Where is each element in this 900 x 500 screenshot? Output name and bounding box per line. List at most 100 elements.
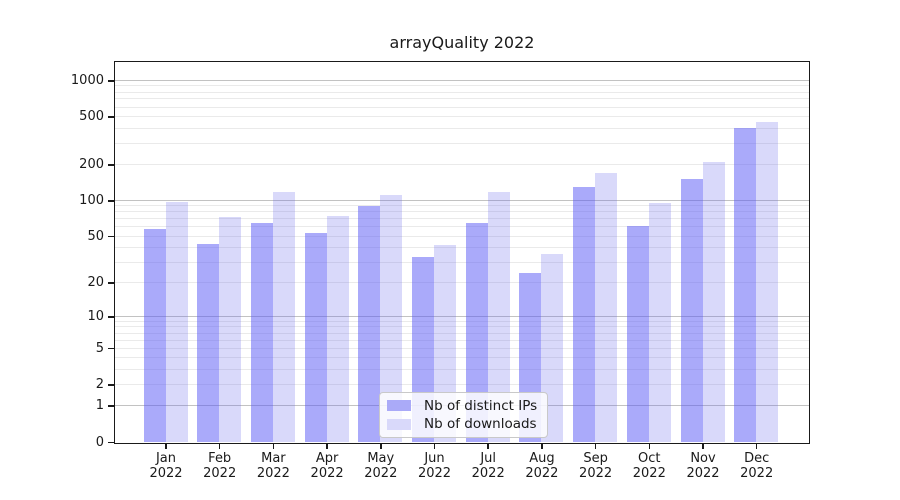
gridline-9 (115, 320, 809, 322)
y-tick-1000 (108, 80, 114, 82)
y-tick-label-20: 20 (87, 275, 104, 291)
gridline-200 (115, 163, 809, 165)
bar-nb-of-downloads-jul-2022 (487, 192, 510, 442)
bar-nb-of-downloads-apr-2022 (326, 215, 349, 442)
legend-label-distinct-ips: Nb of distinct IPs (424, 397, 538, 414)
y-tick-500 (108, 116, 114, 118)
bar-nb-of-downloads-oct-2022 (648, 203, 671, 442)
gridline-1000 (115, 79, 809, 81)
legend: Nb of distinct IPs Nb of downloads (379, 392, 548, 438)
bar-nb-of-downloads-may-2022 (380, 195, 403, 442)
gridline-6 (115, 339, 809, 341)
x-tick-label-oct-2022: Oct 2022 (632, 451, 666, 481)
x-tick-label-dec-2022: Dec 2022 (740, 451, 774, 481)
legend-swatch-downloads (387, 418, 411, 430)
plot-area (114, 61, 810, 444)
gridline-400 (115, 127, 809, 129)
gridline-300 (115, 142, 809, 144)
gridline-800 (115, 91, 809, 93)
bar-nb-of-downloads-dec-2022 (756, 122, 779, 442)
x-tick-dec-2022 (755, 444, 758, 449)
x-tick-label-mar-2022: Mar 2022 (256, 451, 290, 481)
x-tick-apr-2022 (326, 444, 328, 449)
legend-item-distinct-ips: Nb of distinct IPs (387, 397, 539, 414)
gridline-8 (115, 326, 809, 328)
x-tick-label-jan-2022: Jan 2022 (149, 451, 183, 481)
x-tick-label-may-2022: May 2022 (364, 451, 398, 481)
grid-layer (115, 62, 809, 443)
x-tick-label-aug-2022: Aug 2022 (525, 451, 559, 481)
bar-nb-of-downloads-nov-2022 (702, 161, 725, 442)
gridline-600 (115, 106, 809, 108)
gridline-60 (115, 226, 809, 228)
y-tick-10 (108, 316, 114, 318)
y-tick-1 (108, 405, 114, 407)
gridline-30 (115, 261, 809, 263)
x-tick-jan-2022 (165, 444, 167, 449)
x-tick-label-feb-2022: Feb 2022 (203, 451, 237, 481)
gridline-4 (115, 357, 809, 359)
bar-nb-of-distinct-ips-may-2022 (358, 205, 381, 442)
y-tick-label-5: 5 (95, 340, 104, 356)
x-tick-label-apr-2022: Apr 2022 (310, 451, 344, 481)
x-tick-label-jul-2022: Jul 2022 (471, 451, 505, 481)
y-tick-label-0: 0 (95, 434, 104, 450)
gridline-5 (115, 347, 809, 349)
bar-nb-of-distinct-ips-sep-2022 (573, 186, 596, 442)
bar-nb-of-distinct-ips-jan-2022 (143, 229, 166, 442)
legend-swatch-distinct-ips (387, 400, 411, 412)
y-tick-20 (108, 282, 114, 284)
x-tick-oct-2022 (648, 444, 651, 449)
y-tick-5 (108, 347, 114, 350)
gridline-3 (115, 368, 809, 370)
bar-nb-of-downloads-mar-2022 (272, 191, 295, 442)
x-tick-sep-2022 (594, 444, 597, 449)
gridline-7 (115, 332, 809, 334)
gridline-20 (115, 282, 809, 284)
y-tick-label-50: 50 (87, 228, 104, 244)
bar-nb-of-downloads-sep-2022 (595, 172, 618, 442)
y-tick-2 (108, 384, 114, 386)
gridline-50 (115, 235, 809, 237)
bar-nb-of-downloads-jan-2022 (165, 201, 188, 442)
y-tick-0 (108, 441, 114, 444)
gridline-70 (115, 218, 809, 220)
chart-title: arrayQuality 2022 (389, 33, 535, 52)
x-tick-may-2022 (380, 444, 382, 449)
x-tick-label-jun-2022: Jun 2022 (417, 451, 452, 481)
y-tick-label-2: 2 (95, 376, 104, 392)
gridline-100 (115, 199, 809, 201)
gridline-10 (115, 315, 809, 317)
bar-nb-of-distinct-ips-mar-2022 (250, 223, 273, 442)
bar-nb-of-distinct-ips-dec-2022 (734, 128, 757, 442)
gridline-40 (115, 247, 809, 249)
y-tick-100 (108, 200, 114, 202)
x-tick-mar-2022 (272, 444, 275, 449)
legend-label-downloads: Nb of downloads (424, 416, 537, 433)
gridline-2 (115, 383, 809, 385)
x-tick-aug-2022 (541, 444, 543, 449)
y-tick-label-1: 1 (95, 398, 104, 414)
bar-nb-of-downloads-feb-2022 (219, 217, 242, 442)
bar-nb-of-distinct-ips-apr-2022 (304, 233, 327, 442)
x-tick-jul-2022 (487, 444, 489, 449)
gridline-900 (115, 85, 809, 87)
gridline-80 (115, 211, 809, 213)
bar-nb-of-distinct-ips-jul-2022 (465, 223, 488, 442)
bar-nb-of-distinct-ips-oct-2022 (626, 225, 649, 442)
bar-nb-of-distinct-ips-feb-2022 (197, 243, 220, 442)
bars-layer (115, 62, 809, 443)
y-tick-200 (108, 164, 114, 166)
x-tick-label-sep-2022: Sep 2022 (579, 451, 613, 481)
gridline-700 (115, 98, 809, 100)
y-tick-label-500: 500 (79, 109, 104, 125)
x-tick-nov-2022 (702, 444, 704, 449)
y-tick-50 (108, 235, 114, 238)
bar-nb-of-distinct-ips-nov-2022 (680, 179, 703, 442)
y-tick-label-1000: 1000 (70, 72, 104, 88)
x-tick-label-nov-2022: Nov 2022 (686, 451, 720, 481)
y-tick-label-100: 100 (79, 192, 104, 208)
legend-item-downloads: Nb of downloads (387, 416, 539, 433)
gridline-500 (115, 116, 809, 118)
